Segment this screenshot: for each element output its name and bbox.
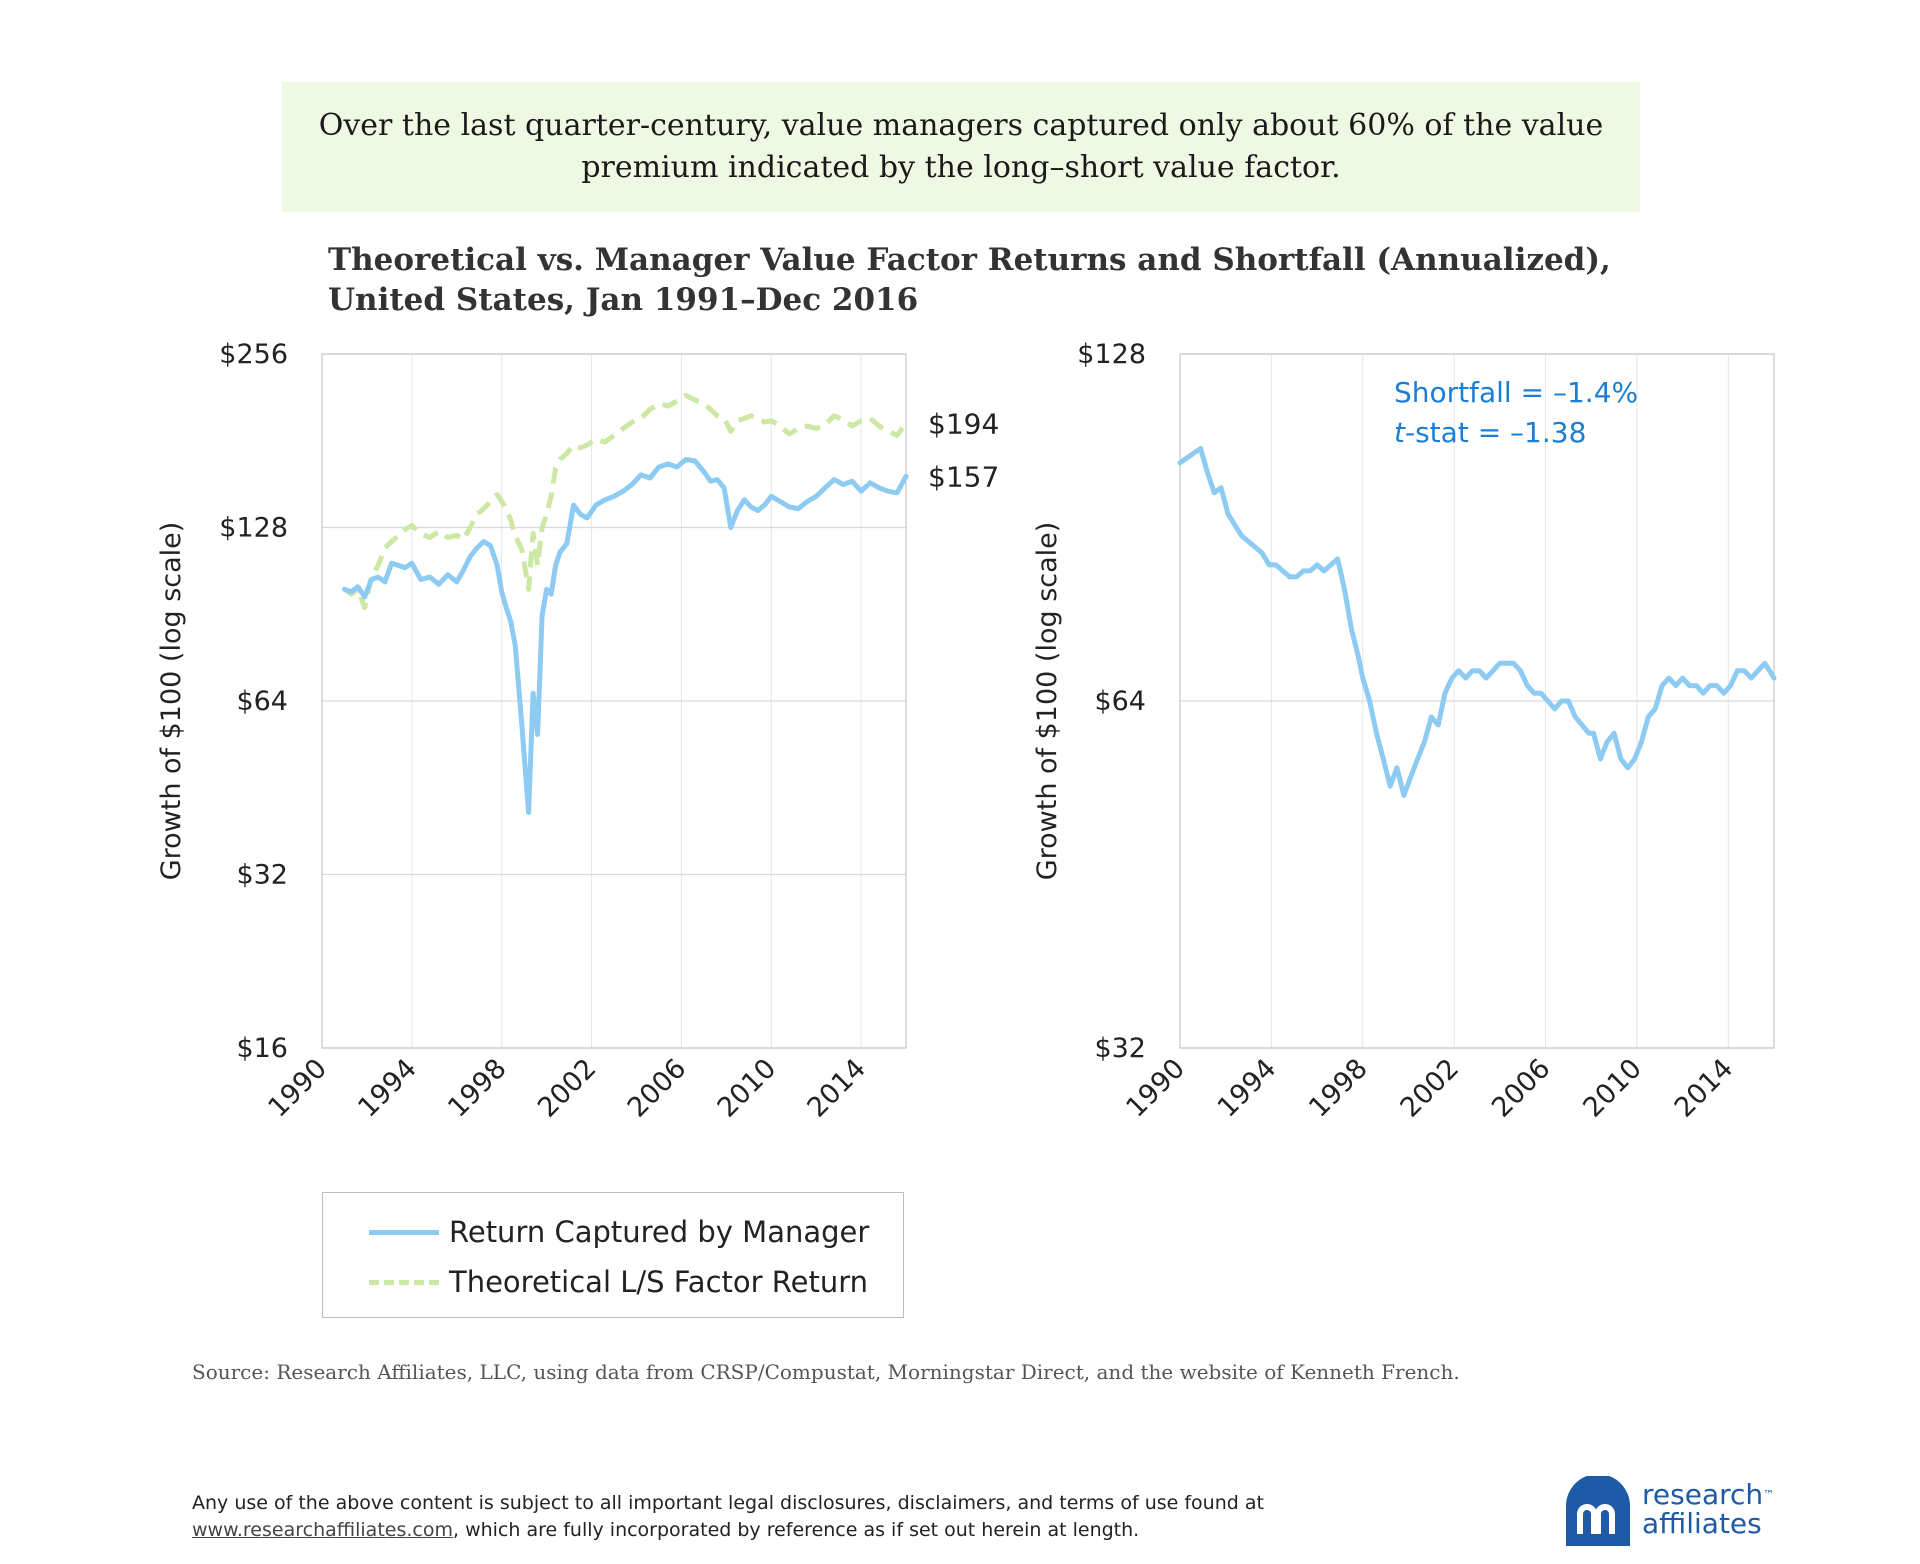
x-tick-label: 1994 bbox=[352, 1053, 423, 1124]
right-chart: 1990 1994 1998 2002 2006 2010 2014$32$64$128Gr… bbox=[1032, 339, 1777, 1124]
y-axis-label: Growth of $100 (log scale) bbox=[1032, 522, 1063, 881]
y-tick-label: $64 bbox=[1094, 686, 1146, 717]
y-axis-label: Growth of $100 (log scale) bbox=[156, 522, 187, 881]
x-tick-label: 2002 bbox=[532, 1053, 603, 1124]
y-tick-label: $32 bbox=[1094, 1033, 1146, 1064]
headline-text: Over the last quarter-century, value man… bbox=[318, 108, 1604, 185]
x-tick-label: 2014 bbox=[1669, 1053, 1740, 1124]
y-tick-label: $16 bbox=[236, 1033, 288, 1064]
research-affiliates-logo: research™ affiliates bbox=[1562, 1474, 1792, 1548]
x-tick-label: 1998 bbox=[1303, 1053, 1374, 1124]
plot-frame bbox=[321, 353, 907, 1049]
series-line-manager bbox=[342, 456, 909, 815]
plot-frame bbox=[1179, 353, 1775, 1049]
y-tick-label: $256 bbox=[219, 339, 288, 370]
legend-item-theoretical: Theoretical L/S Factor Return bbox=[369, 1265, 868, 1299]
shortfall-annotation: Shortfall = –1.4% bbox=[1394, 376, 1638, 409]
x-tick-label: 2002 bbox=[1395, 1053, 1466, 1124]
logo-mark-icon bbox=[1566, 1474, 1630, 1546]
disclaimer-line1: Any use of the above content is subject … bbox=[192, 1492, 1264, 1514]
source-note: Source: Research Affiliates, LLC, using … bbox=[192, 1360, 1460, 1384]
disclaimer: Any use of the above content is subject … bbox=[192, 1490, 1264, 1544]
x-tick-label: 2014 bbox=[802, 1053, 873, 1124]
y-tick-label: $128 bbox=[1077, 339, 1146, 370]
series-end-label: $157 bbox=[928, 460, 999, 493]
tstat-rest: -stat = –1.38 bbox=[1405, 416, 1586, 449]
x-tick-label: 1994 bbox=[1212, 1053, 1283, 1124]
logo-text: research™ affiliates bbox=[1642, 1480, 1774, 1538]
tstat-italic: t bbox=[1394, 416, 1406, 449]
chart-title-line2: United States, Jan 1991–Dec 2016 bbox=[328, 282, 919, 318]
chart-legend: Return Captured by Manager Theoretical L… bbox=[322, 1192, 904, 1318]
x-tick-label: 1998 bbox=[442, 1053, 513, 1124]
left-chart: 1990 1994 1998 2002 2006 2010 2014$16$32$64$12… bbox=[156, 339, 999, 1124]
x-tick-label: 2010 bbox=[712, 1053, 783, 1124]
chart-title-line1: Theoretical vs. Manager Value Factor Ret… bbox=[328, 242, 1611, 278]
disclaimer-line2: www.researchaffiliates.com, which are fu… bbox=[192, 1517, 1264, 1544]
y-tick-label: $128 bbox=[219, 513, 288, 544]
x-tick-label: 2010 bbox=[1577, 1053, 1648, 1124]
tstat-annotation: t-stat = –1.38 bbox=[1394, 416, 1586, 449]
legend-item-manager: Return Captured by Manager bbox=[369, 1215, 869, 1249]
website-link[interactable]: www.researchaffiliates.com bbox=[192, 1519, 453, 1541]
legend-swatch-theoretical bbox=[369, 1279, 439, 1285]
headline-banner: Over the last quarter-century, value man… bbox=[282, 82, 1640, 212]
logo-trademark: ™ bbox=[1763, 1488, 1775, 1501]
y-tick-label: $32 bbox=[236, 860, 288, 891]
disclaimer-line2-text: , which are fully incorporated by refere… bbox=[452, 1519, 1140, 1541]
chart-title: Theoretical vs. Manager Value Factor Ret… bbox=[328, 240, 1728, 320]
series-line-manager bbox=[1177, 445, 1777, 798]
y-tick-label: $64 bbox=[236, 686, 288, 717]
logo-line2: affiliates bbox=[1642, 1507, 1762, 1540]
x-tick-label: 2006 bbox=[1486, 1053, 1557, 1124]
legend-label-manager: Return Captured by Manager bbox=[449, 1215, 870, 1249]
series-end-label: $194 bbox=[928, 407, 999, 440]
logo-line1: research bbox=[1642, 1478, 1764, 1511]
series-line-theoretical bbox=[343, 392, 908, 610]
x-tick-label: 2006 bbox=[622, 1053, 693, 1124]
legend-swatch-manager bbox=[369, 1229, 439, 1235]
legend-label-theoretical: Theoretical L/S Factor Return bbox=[449, 1265, 868, 1299]
